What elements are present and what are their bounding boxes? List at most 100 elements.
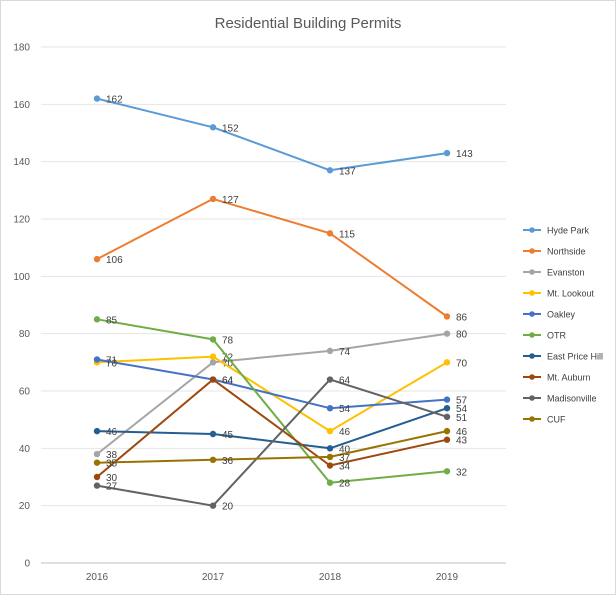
- data-point-oakley: [326, 405, 334, 412]
- series-line-evanston: [96, 332, 448, 455]
- data-label-otr: 28: [339, 479, 351, 490]
- y-tick-label: 100: [13, 272, 30, 283]
- data-label-cuf: 35: [106, 459, 118, 470]
- data-label-oakley: 57: [456, 396, 468, 407]
- legend-marker-madisonville: [529, 395, 535, 401]
- legend-marker-evanston: [529, 269, 535, 275]
- data-point-east-price-hill: [93, 427, 101, 435]
- data-label-madisonville: 51: [456, 413, 468, 424]
- data-label-otr: 85: [106, 315, 118, 326]
- legend-label-evanston: Evanston: [547, 268, 585, 278]
- legend-label-cuf: CUF: [547, 415, 566, 425]
- data-point-mt-auburn: [209, 376, 217, 383]
- data-point-mt-auburn: [326, 462, 334, 469]
- data-point-evanston: [93, 450, 101, 458]
- data-label-northside: 115: [339, 229, 355, 240]
- legend-label-mt-lookout: Mt. Lookout: [547, 289, 595, 299]
- legend-marker-mt-lookout: [529, 290, 535, 296]
- series-line-mt-auburn: [96, 378, 448, 478]
- data-point-east-price-hill: [326, 445, 334, 452]
- data-label-madisonville: 27: [106, 482, 118, 493]
- legend-marker-northside: [529, 248, 535, 254]
- series-line-northside: [96, 197, 448, 318]
- data-point-east-price-hill: [443, 405, 451, 412]
- series-line-hyde-park: [96, 97, 448, 172]
- data-label-mt-auburn: 64: [222, 376, 234, 387]
- data-point-otr: [209, 336, 217, 343]
- data-point-oakley: [443, 396, 451, 403]
- legend-marker-east-price-hill: [529, 353, 535, 359]
- data-point-hyde-park: [443, 149, 451, 157]
- data-point-oakley: [93, 356, 101, 363]
- data-point-hyde-park: [326, 167, 334, 174]
- y-tick-label: 0: [24, 559, 30, 570]
- y-tick-label: 160: [13, 100, 30, 111]
- legend-label-hyde-park: Hyde Park: [547, 226, 590, 236]
- data-point-hyde-park: [209, 124, 217, 131]
- data-point-madisonville: [209, 502, 217, 509]
- data-label-northside: 86: [456, 312, 468, 323]
- y-tick-label: 20: [19, 501, 31, 512]
- data-label-hyde-park: 137: [339, 166, 356, 177]
- data-point-mt-lookout: [443, 359, 451, 366]
- legend-marker-hyde-park: [529, 227, 535, 233]
- data-label-mt-auburn: 30: [106, 473, 118, 484]
- data-point-madisonville: [443, 413, 451, 420]
- data-point-northside: [326, 230, 334, 237]
- data-label-mt-lookout: 46: [339, 427, 351, 438]
- legend-marker-otr: [529, 332, 535, 338]
- data-point-mt-lookout: [326, 427, 334, 435]
- series-line-cuf: [96, 430, 448, 464]
- y-tick-label: 120: [13, 215, 30, 226]
- data-label-hyde-park: 143: [456, 149, 473, 160]
- x-tick-label: 2017: [202, 572, 225, 583]
- data-point-madisonville: [93, 482, 101, 489]
- data-label-madisonville: 64: [339, 376, 351, 387]
- data-label-east-price-hill: 40: [339, 444, 351, 455]
- data-label-mt-lookout: 70: [456, 358, 468, 369]
- legend-marker-oakley: [529, 311, 535, 317]
- data-label-cuf: 37: [339, 453, 351, 464]
- data-label-oakley: 71: [106, 355, 118, 366]
- data-point-evanston: [326, 347, 334, 355]
- y-tick-label: 80: [19, 329, 31, 340]
- data-point-hyde-park: [93, 95, 101, 102]
- data-point-mt-auburn: [443, 436, 451, 443]
- chart-title: Residential Building Permits: [214, 15, 402, 32]
- data-label-evanston: 70: [222, 358, 234, 369]
- x-tick-label: 2016: [86, 572, 109, 583]
- series-line-oakley: [96, 358, 448, 410]
- data-point-otr: [93, 316, 101, 323]
- data-label-madisonville: 20: [222, 502, 234, 513]
- data-point-cuf: [443, 427, 451, 435]
- y-tick-label: 140: [13, 157, 30, 168]
- data-label-otr: 78: [222, 335, 234, 346]
- data-point-cuf: [209, 456, 217, 463]
- data-label-east-price-hill: 54: [456, 404, 468, 415]
- data-point-otr: [326, 479, 334, 486]
- data-label-otr: 32: [456, 467, 468, 478]
- data-point-mt-lookout: [209, 353, 217, 360]
- data-label-cuf: 46: [456, 427, 468, 438]
- legend-label-otr: OTR: [547, 331, 566, 341]
- data-point-evanston: [443, 330, 451, 337]
- y-tick-label: 180: [13, 43, 30, 54]
- data-label-east-price-hill: 46: [106, 427, 118, 438]
- series-line-madisonville: [96, 378, 448, 507]
- legend-label-east-price-hill: East Price Hill: [547, 352, 603, 362]
- y-tick-label: 60: [19, 387, 31, 398]
- data-label-mt-auburn: 34: [339, 462, 351, 473]
- data-point-northside: [93, 255, 101, 263]
- series-line-otr: [96, 318, 448, 484]
- y-tick-label: 40: [19, 444, 31, 455]
- legend-label-madisonville: Madisonville: [547, 394, 597, 404]
- legend-label-oakley: Oakley: [547, 310, 576, 320]
- data-point-northside: [209, 195, 217, 203]
- data-label-oakley: 54: [339, 404, 351, 415]
- legend-marker-mt-auburn: [529, 374, 535, 380]
- data-label-northside: 127: [222, 195, 239, 206]
- x-tick-label: 2018: [319, 572, 342, 583]
- data-label-cuf: 36: [222, 456, 234, 467]
- legend-marker-cuf: [529, 416, 535, 422]
